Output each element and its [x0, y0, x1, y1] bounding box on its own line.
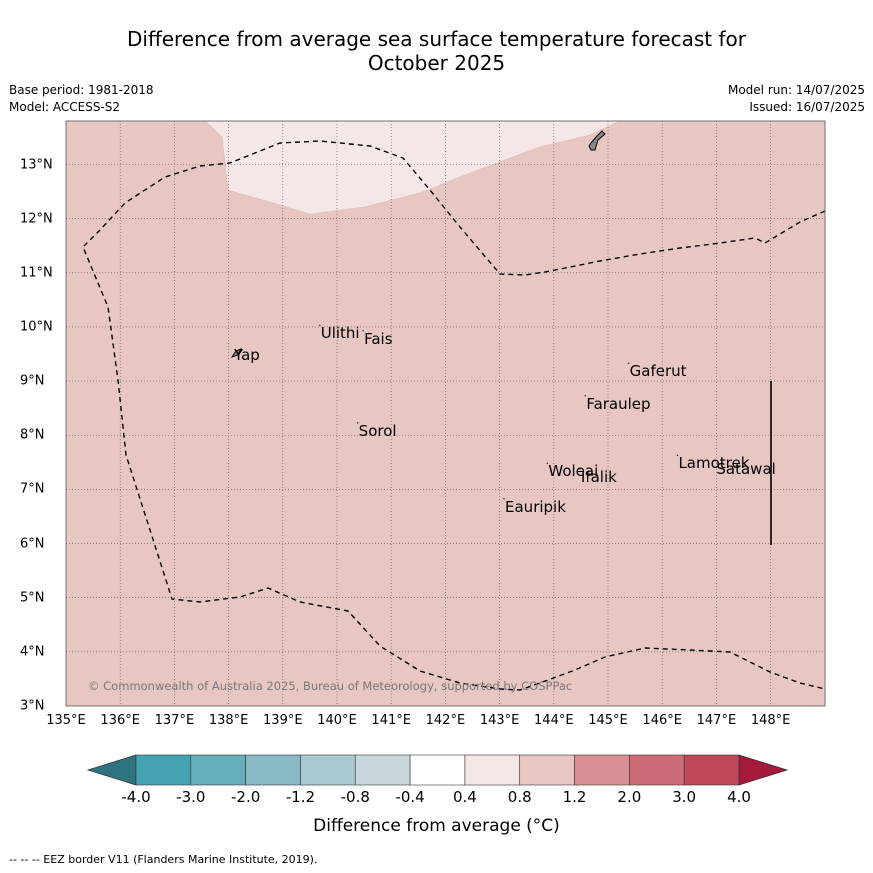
- longitude-tick-label: 146°E: [642, 713, 682, 728]
- longitude-tick-label: 137°E: [154, 713, 195, 728]
- place-label: Yap: [234, 346, 260, 365]
- latitude-tick-label: 4°N: [20, 644, 45, 660]
- longitude-tick-label: 145°E: [588, 713, 628, 728]
- colorbar-tick-label: -0.4: [395, 788, 425, 806]
- atoll-dot: [584, 394, 587, 397]
- atoll-dot: [503, 497, 505, 500]
- longitude-tick-label: 147°E: [696, 713, 737, 728]
- longitude-tick-label: 141°E: [371, 713, 411, 728]
- colorbar-swatch: [300, 754, 356, 786]
- eez-border-west: [82, 140, 826, 691]
- latitude-tick-label: 7°N: [20, 481, 45, 497]
- atoll-dot: [356, 422, 359, 424]
- longitude-tick-label: 148°E: [750, 713, 791, 728]
- place-label: Woleai: [548, 462, 599, 481]
- title-line-2: October 2025: [367, 51, 506, 75]
- anomaly-region-north: [204, 120, 621, 215]
- place-label: Ulithi: [320, 324, 360, 343]
- meta-right: Model run: 14/07/2025 Issued: 16/07/2025: [728, 82, 865, 116]
- place-label: Lamotrek: [678, 454, 750, 473]
- place-label: Fais: [364, 329, 393, 348]
- colorbar-swatch: [245, 754, 301, 786]
- issued-date: Issued: 16/07/2025: [749, 100, 865, 114]
- colorbar-swatch: [574, 754, 630, 786]
- meta-left: Base period: 1981-2018 Model: ACCESS-S2: [9, 82, 154, 116]
- colorbar-tick-label: 0.4: [452, 788, 477, 806]
- place-label: Eauripik: [505, 497, 566, 516]
- eez-footnote: -- -- -- EEZ border V11 (Flanders Marine…: [9, 853, 318, 866]
- longitude-tick-label: 140°E: [317, 713, 357, 728]
- colorbar-tick-label: -2.0: [230, 788, 261, 806]
- colorbar-swatch: [135, 754, 192, 786]
- title-line-1: Difference from average sea surface temp…: [126, 27, 746, 51]
- graticule: [66, 121, 825, 706]
- colorbar-label: Difference from average (°C): [313, 816, 560, 836]
- colorbar-tick-label: -1.2: [285, 788, 316, 806]
- atoll-dot: [362, 329, 364, 332]
- colorbar-tick-label: 3.0: [672, 788, 697, 806]
- colorbar-swatch: [519, 754, 575, 786]
- chart-title: Difference from average sea surface temp…: [0, 27, 873, 75]
- colorbar-tick-label: -0.8: [340, 788, 370, 806]
- atoll-dot: [579, 468, 581, 470]
- colorbar-arrow-low: [86, 754, 137, 786]
- atoll-dot: [627, 362, 630, 365]
- longitude-tick-label: 142°E: [425, 713, 466, 728]
- colorbar-swatch: [464, 754, 521, 786]
- colorbar-tick-label: -4.0: [121, 788, 151, 806]
- colorbar-tick-label: 0.8: [507, 788, 532, 806]
- place-label: Satawal: [716, 459, 776, 478]
- longitude-tick-label: 136°E: [100, 713, 140, 728]
- latitude-tick-label: 8°N: [20, 427, 45, 443]
- colorbar-tick-label: 2.0: [617, 788, 642, 806]
- latitude-tick-label: 13°N: [20, 157, 53, 172]
- place-label: Ifalik: [580, 467, 617, 486]
- atoll-dot: [546, 462, 549, 465]
- guam-island: [588, 130, 606, 151]
- latitude-tick-label: 11°N: [20, 265, 53, 281]
- latitude-tick-label: 10°N: [20, 319, 53, 335]
- base-period: Base period: 1981-2018: [9, 83, 154, 97]
- colorbar-swatch: [683, 754, 740, 786]
- latitude-tick-label: 6°N: [20, 536, 45, 552]
- place-label: Gaferut: [629, 362, 687, 381]
- longitude-tick-label: 138°E: [208, 713, 249, 728]
- longitude-tick-label: 135°E: [46, 713, 86, 728]
- latitude-tick-label: 12°N: [20, 211, 53, 227]
- colorbar-swatch: [629, 754, 685, 786]
- colorbar-swatch: [354, 754, 411, 786]
- model-run: Model run: 14/07/2025: [727, 83, 865, 97]
- map-frame: [65, 120, 826, 707]
- colorbar-swatch: [409, 754, 466, 786]
- colorbar-tick-label: -3.0: [176, 788, 206, 806]
- colorbar-arrow-high: [738, 754, 789, 786]
- longitude-tick-label: 143°E: [479, 713, 520, 728]
- place-label: Sorol: [358, 421, 397, 440]
- model-name: Model: ACCESS-S2: [9, 100, 121, 114]
- colorbar-tick-label: 1.2: [562, 788, 587, 806]
- yap-island: [230, 348, 243, 358]
- atoll-dot: [318, 324, 321, 327]
- colorbar-swatch: [190, 754, 246, 786]
- atoll-markers: [318, 324, 717, 500]
- longitude-tick-label: 144°E: [534, 713, 574, 728]
- latitude-tick-label: 9°N: [20, 373, 45, 389]
- atoll-dot: [676, 454, 679, 457]
- atoll-dot: [714, 459, 717, 462]
- longitude-tick-label: 139°E: [263, 713, 303, 728]
- place-label: Faraulep: [586, 394, 651, 413]
- copyright-notice: © Commonwealth of Australia 2025, Bureau…: [88, 679, 573, 693]
- colorbar: [86, 754, 789, 786]
- colorbar-tick-label: 4.0: [727, 788, 751, 806]
- latitude-tick-label: 3°N: [20, 698, 45, 714]
- latitude-tick-label: 5°N: [20, 590, 45, 606]
